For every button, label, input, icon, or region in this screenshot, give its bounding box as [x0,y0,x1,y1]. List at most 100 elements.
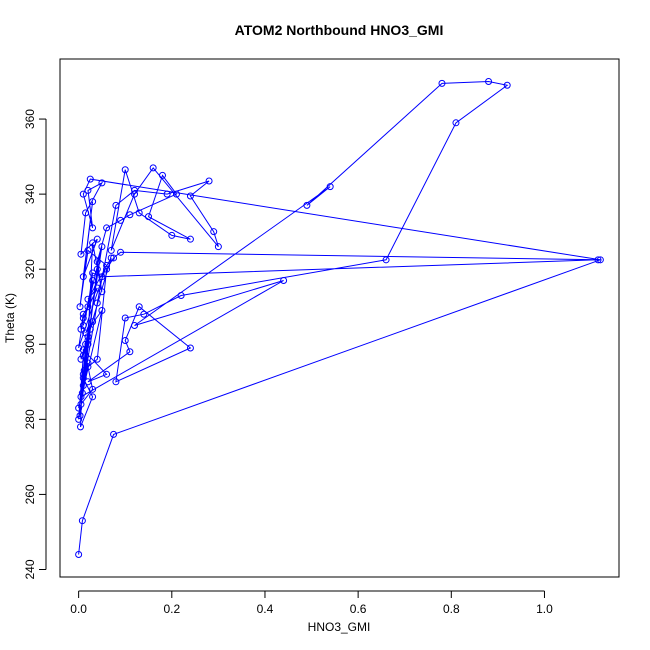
data-point [82,329,90,337]
data-point [79,314,87,322]
data-point [77,393,85,401]
data-point [112,201,120,209]
x-tick-label: 0.8 [443,602,460,616]
data-point [98,179,106,187]
data-point [112,378,120,386]
data-point [503,81,511,89]
data-point [172,190,180,198]
data-point [596,256,604,264]
data-point [89,276,97,284]
data-point [131,322,139,330]
y-tick-label: 240 [23,559,37,579]
data-point [280,276,288,284]
data-point [82,340,90,348]
data-point [84,246,92,254]
data-point [140,310,148,318]
data-point [594,256,602,264]
data-point [103,261,111,269]
data-point [131,186,139,194]
data-point [205,177,213,185]
data-point [79,374,87,382]
y-tick-label: 300 [23,334,37,354]
x-axis: 0.0 0.2 0.4 0.6 0.8 1.0 [70,590,553,616]
data-point [98,273,106,281]
data-point [79,382,87,390]
data-point [163,190,171,198]
data-point [452,119,460,127]
data-point [75,415,83,423]
data-point [86,175,94,183]
data-point [107,246,115,254]
chart-title: ATOM2 Northbound HNO3_GMI [235,22,444,38]
data-point [93,265,101,273]
data-point [79,190,87,198]
x-axis-label: HNO3_GMI [308,620,371,634]
data-point [89,224,97,232]
data-point [76,412,84,420]
data-point [210,228,218,236]
data-point [93,258,101,266]
data-point [149,164,157,172]
data-point [77,400,85,408]
data-point [135,303,143,311]
data-point [485,78,493,86]
data-point [89,393,97,401]
data-point [76,303,84,311]
data-point [77,250,85,258]
data-point [326,183,334,191]
data-point [121,314,129,322]
data-point [93,284,101,292]
data-point [103,265,111,273]
y-tick-label: 320 [23,259,37,279]
plot-area [59,58,620,578]
data-point [107,254,115,262]
data-point [177,291,185,299]
y-tick-label: 360 [23,109,37,129]
data-point [89,318,97,326]
data-point [82,209,90,217]
x-tick-label: 0.6 [350,602,367,616]
data-point [131,190,139,198]
data-point [77,355,85,363]
series-layer [75,78,604,558]
data-point [117,248,125,256]
data-point [186,344,194,352]
data-point [168,231,176,239]
y-axis: 240 260 280 300 320 340 360 [23,109,47,580]
data-point [84,295,92,303]
series-line [78,80,601,555]
data-point [103,370,111,378]
data-point [79,310,87,318]
data-point [121,337,129,345]
data-point [84,363,92,371]
data-point [75,404,83,412]
data-point [84,359,92,367]
data-point [80,367,88,375]
y-tick-label: 280 [23,409,37,429]
data-point [98,306,106,314]
data-point [98,288,106,296]
data-point [77,325,85,333]
data-point [84,337,92,345]
data-point [89,269,97,277]
data-point [82,352,90,360]
data-point [79,370,87,378]
data-point [89,198,97,206]
x-tick-label: 0.4 [257,602,274,616]
data-point [79,273,87,281]
data-point [438,79,446,87]
data-point [84,186,92,194]
data-point [121,166,129,174]
data-point [98,243,106,251]
data-point [382,256,390,264]
data-point [303,201,311,209]
data-point [110,254,118,262]
data-point [76,423,84,431]
data-point [84,333,92,341]
data-point [93,235,101,243]
data-point [126,211,134,219]
data-point [86,325,94,333]
data-point [84,378,92,386]
data-point [93,299,101,307]
